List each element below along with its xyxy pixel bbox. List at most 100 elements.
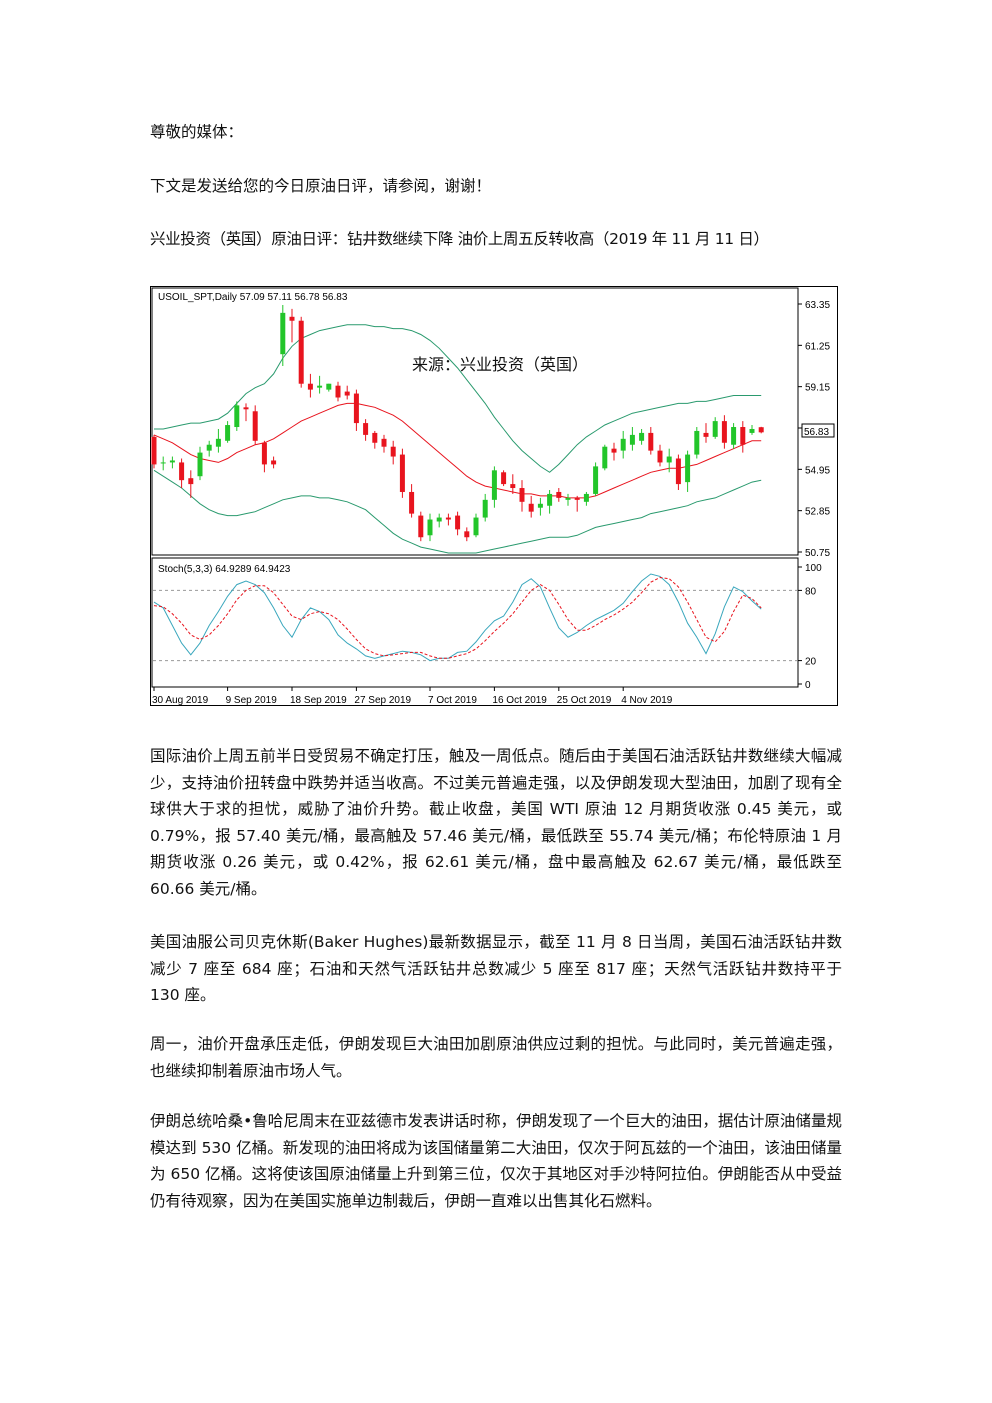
candle-body xyxy=(280,312,286,355)
candle-body xyxy=(353,393,359,424)
paragraph-1: 国际油价上周五前半日受贸易不确定打压，触及一周低点。随后由于美国石油活跃钻井数继… xyxy=(150,747,842,898)
candle xyxy=(749,425,755,435)
candle-body xyxy=(261,442,267,465)
oil-price-chart: USOIL_SPT,Daily 57.09 57.11 56.78 56.83 … xyxy=(150,286,838,706)
candle xyxy=(344,385,350,400)
price-plot-area xyxy=(151,287,799,556)
candle-body xyxy=(188,478,194,485)
candle-body xyxy=(206,444,212,451)
current-price-box xyxy=(801,423,835,438)
price-tick-label: 52.85 xyxy=(805,507,830,518)
stochastic-panel: Stoch(5,3,3) 64.9289 64.9423 100 80 20 0 xyxy=(151,557,822,691)
candle xyxy=(731,423,737,449)
candle-body xyxy=(307,383,313,390)
candle-body xyxy=(482,499,488,518)
candle-body xyxy=(556,491,562,498)
candle-body xyxy=(243,407,249,410)
candle xyxy=(473,513,479,538)
candle xyxy=(464,527,470,542)
date-tick-label: 9 Sep 2019 xyxy=(226,695,278,706)
candle-body xyxy=(344,391,350,396)
candle-body xyxy=(501,472,507,485)
candle-body xyxy=(326,383,332,390)
candle-body xyxy=(547,493,553,506)
candle-body xyxy=(473,517,479,536)
bollinger-bands xyxy=(153,324,762,554)
current-price-label: 56.83 xyxy=(804,427,829,438)
candle-body xyxy=(703,432,709,437)
candle-body xyxy=(639,432,645,441)
stoch-panel-title: Stoch(5,3,3) 64.9289 64.9423 xyxy=(158,564,291,575)
paragraph-3: 周一，油价开盘承压走低，伊朗发现巨大油田加剧原油供应过剩的担忧。与此同时，美元普… xyxy=(150,1035,842,1080)
candle-body xyxy=(225,425,231,441)
stoch-plot-area xyxy=(151,557,799,688)
candle xyxy=(206,440,212,457)
candle-body xyxy=(528,503,534,512)
candle xyxy=(390,440,396,465)
candle-body xyxy=(372,432,378,443)
candle xyxy=(758,426,764,434)
candle-body xyxy=(179,462,185,481)
candle-body xyxy=(363,423,369,435)
candle xyxy=(372,430,378,449)
candle xyxy=(510,474,516,494)
candle xyxy=(353,389,359,431)
candle-body xyxy=(436,517,442,522)
candle xyxy=(712,417,718,439)
price-panel-title: USOIL_SPT,Daily 57.09 57.11 56.78 56.83 xyxy=(158,292,348,303)
stoch-main-line xyxy=(153,573,762,662)
candle-body xyxy=(289,316,295,321)
candle xyxy=(160,456,166,471)
candle-body xyxy=(234,405,240,428)
candle xyxy=(657,444,663,467)
candle xyxy=(648,427,654,455)
candle xyxy=(537,497,543,516)
stoch-levels xyxy=(153,589,797,662)
candle xyxy=(151,434,157,469)
candle xyxy=(271,456,277,469)
candle-body xyxy=(510,484,516,489)
candle xyxy=(565,493,571,506)
candle-body xyxy=(464,531,470,538)
candle-body xyxy=(298,320,304,384)
date-tick-label: 27 Sep 2019 xyxy=(354,695,411,706)
candle xyxy=(574,495,580,512)
candle xyxy=(528,495,534,518)
price-tick-label: 61.25 xyxy=(805,341,830,352)
candle xyxy=(445,513,451,526)
stoch-axis: 100 80 20 0 xyxy=(798,563,822,691)
candle xyxy=(326,383,332,392)
candle-body xyxy=(381,438,387,447)
candle xyxy=(703,423,709,443)
candle xyxy=(261,440,267,473)
candle xyxy=(225,421,231,443)
candle xyxy=(501,470,507,487)
candle xyxy=(547,490,553,514)
candle-body xyxy=(491,470,497,500)
candle xyxy=(556,488,562,502)
candle-body xyxy=(390,446,396,457)
candle xyxy=(721,415,727,449)
candle xyxy=(307,373,313,398)
candle xyxy=(197,446,203,481)
candle-body xyxy=(418,515,424,538)
stoch-tick-label: 20 xyxy=(805,657,817,668)
candle xyxy=(694,427,700,459)
date-tick-label: 18 Sep 2019 xyxy=(290,695,347,706)
date-tick-label: 25 Oct 2019 xyxy=(557,695,612,706)
candle-body xyxy=(445,517,451,520)
candle xyxy=(179,458,185,489)
candle xyxy=(243,403,249,422)
candle-body xyxy=(215,438,221,447)
candle-body xyxy=(620,438,626,451)
candle-body xyxy=(666,456,672,463)
candle-body xyxy=(648,432,654,451)
stoch-tick-label: 80 xyxy=(805,586,817,597)
candle xyxy=(418,511,424,542)
candle xyxy=(289,308,295,343)
chart-watermark: 来源：兴业投资（英国） xyxy=(412,356,588,374)
price-panel: USOIL_SPT,Daily 57.09 57.11 56.78 56.83 … xyxy=(151,287,835,559)
candlesticks xyxy=(151,304,764,542)
candle-body xyxy=(675,458,681,485)
stoch-lines xyxy=(153,573,762,662)
